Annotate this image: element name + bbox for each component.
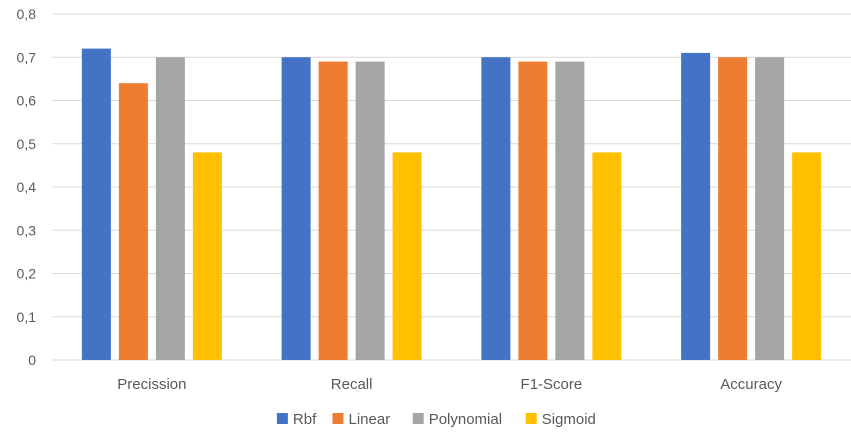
legend-item-polynomial: Polynomial (412, 411, 502, 428)
y-tick-label: 0,7 (17, 49, 37, 65)
bar-polynomial-precission (155, 57, 185, 360)
x-axis-category-labels: Precission Recall F1-Score Accuracy (117, 376, 782, 393)
x-category-label: F1-Score (521, 376, 583, 393)
bar-rbf-precission (81, 48, 111, 360)
y-tick-label: 0,4 (17, 179, 37, 195)
x-category-label: Recall (331, 376, 373, 393)
y-tick-label: 0 (28, 352, 36, 368)
bar-polynomial-recall (355, 61, 385, 360)
y-axis-tick-labels: 0 0,1 0,2 0,3 0,4 0,5 0,6 0,7 0,8 (17, 6, 37, 368)
bar-linear-f1-score (518, 61, 548, 360)
bars (81, 48, 822, 361)
legend-item-linear: Linear (332, 411, 391, 428)
y-tick-label: 0,2 (17, 266, 37, 282)
bar-polynomial-f1-score (555, 61, 585, 360)
legend-swatch (525, 413, 537, 424)
legend-swatch (412, 413, 424, 424)
legend-item-rbf: Rbf (276, 411, 317, 428)
legend-label: Linear (349, 411, 391, 428)
bar-linear-recall (318, 61, 348, 360)
x-category-label: Accuracy (720, 376, 782, 393)
legend-label: Sigmoid (542, 411, 596, 428)
bar-sigmoid-recall (392, 152, 422, 360)
bar-rbf-recall (281, 57, 311, 360)
legend-label: Polynomial (429, 411, 502, 428)
legend: Rbf Linear Polynomial Sigmoid (276, 411, 596, 428)
y-tick-label: 0,3 (17, 222, 37, 238)
legend-swatch (332, 413, 344, 424)
y-tick-label: 0,6 (17, 93, 37, 109)
bar-sigmoid-f1-score (592, 152, 622, 360)
bar-rbf-accuracy (681, 52, 711, 361)
bar-polynomial-accuracy (755, 57, 785, 360)
bar-sigmoid-precission (192, 152, 222, 360)
y-tick-label: 0,8 (17, 6, 37, 22)
bar-sigmoid-accuracy (792, 152, 822, 360)
x-category-label: Precission (117, 376, 186, 393)
legend-swatch (276, 413, 288, 424)
y-tick-label: 0,5 (17, 136, 37, 152)
legend-label: Rbf (293, 411, 317, 428)
gridlines (52, 13, 851, 361)
legend-item-sigmoid: Sigmoid (525, 411, 596, 428)
bar-rbf-f1-score (481, 57, 511, 360)
bar-linear-precission (118, 83, 148, 360)
bar-linear-accuracy (718, 57, 748, 360)
y-tick-label: 0,1 (17, 309, 37, 325)
